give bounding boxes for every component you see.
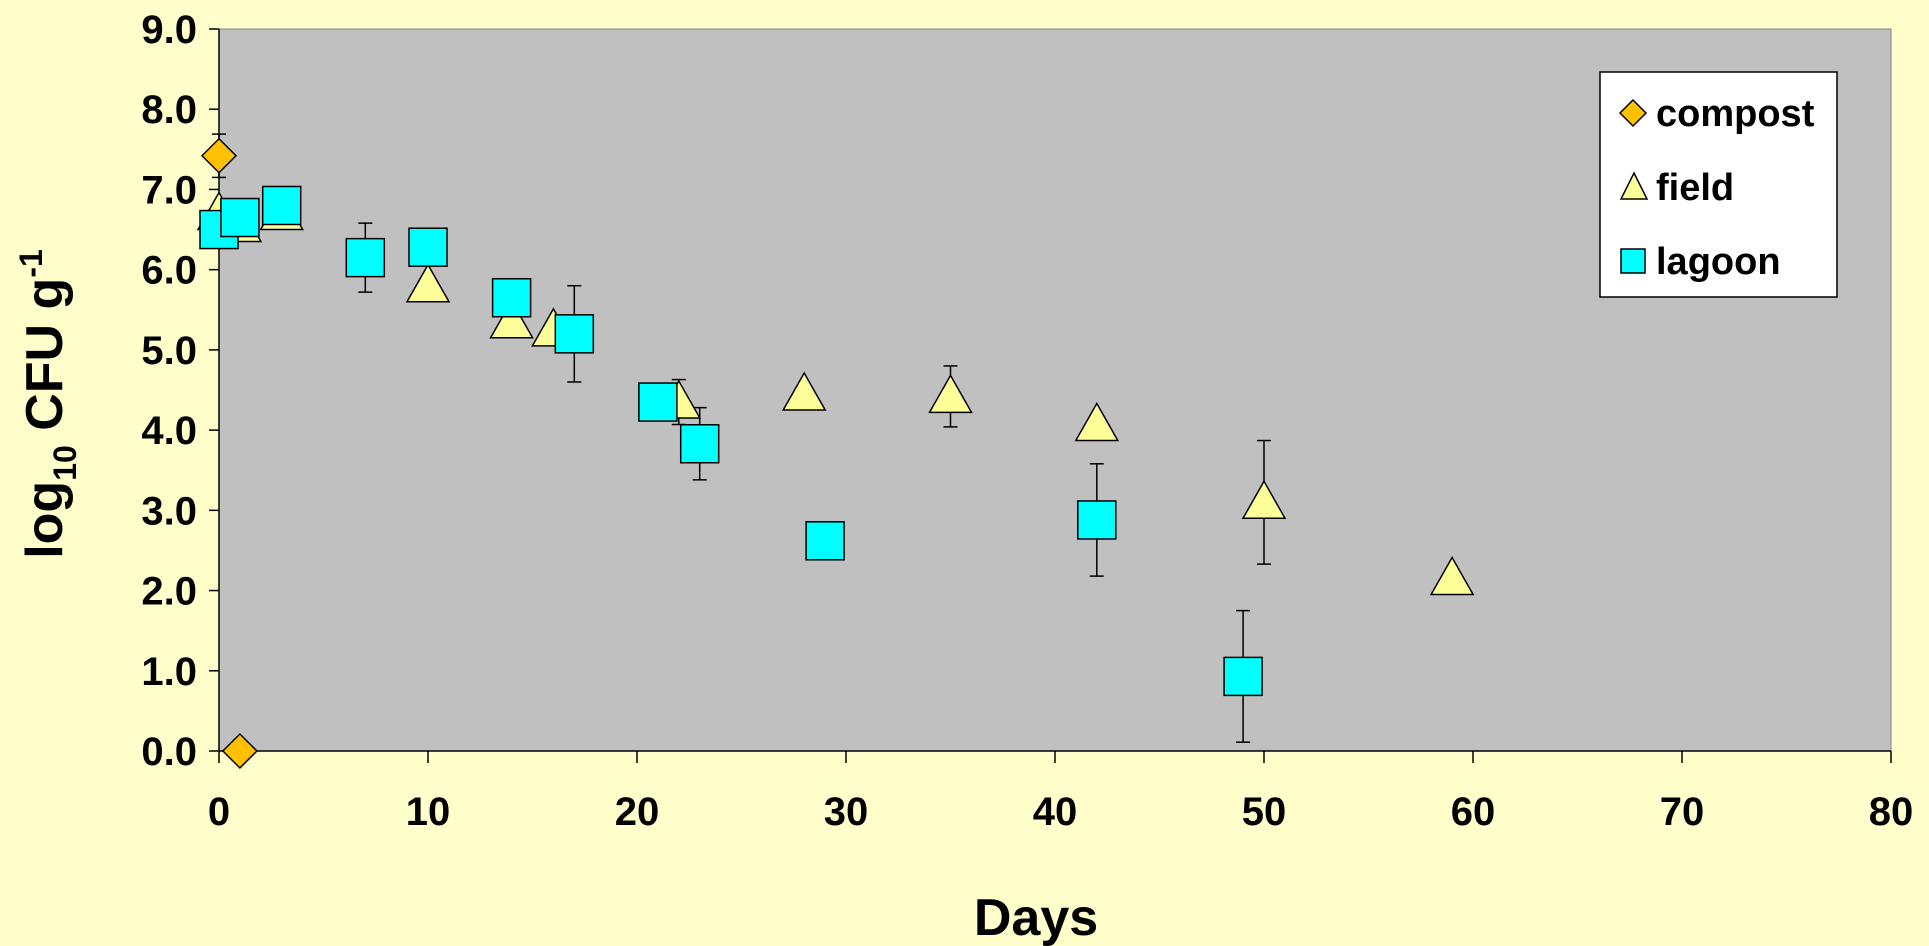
lagoon-point <box>220 197 260 238</box>
legend-lagoon-marker <box>1620 248 1646 274</box>
x-tick-label: 10 <box>406 790 451 834</box>
legend-field-label: field <box>1656 167 1734 209</box>
y-tick-label: 9.0 <box>141 8 197 52</box>
y-axis-title: log10 CFU g-1 <box>13 249 83 559</box>
field-point <box>928 373 973 414</box>
y-tick-label: 6.0 <box>141 249 197 293</box>
axes: 0.0 1.0 2.0 3.0 4.0 5.0 6.0 7.0 8.0 9.0 0 10 20 30 40 5… <box>141 8 1913 834</box>
y-tick-label: 1.0 <box>141 650 197 694</box>
x-tick-label: 0 <box>208 790 230 834</box>
y-tick-label: 2.0 <box>141 570 197 614</box>
lagoon-point <box>805 521 845 561</box>
lagoon-point <box>638 382 678 422</box>
field-point <box>1241 479 1287 520</box>
x-tick-label: 30 <box>824 790 869 834</box>
legend-field-marker <box>1619 171 1649 200</box>
compost-point <box>200 137 238 174</box>
y-axis-title-base: log <box>16 481 74 559</box>
y-axis-title-superscript: -1 <box>13 249 49 277</box>
x-axis-title: Days <box>974 889 1098 946</box>
field-point <box>489 299 534 339</box>
field-point <box>405 263 451 303</box>
y-tick-label: 3.0 <box>141 489 197 533</box>
compost-point <box>221 732 258 770</box>
legend-lagoon-label: lagoon <box>1656 241 1781 283</box>
lagoon-point <box>261 185 302 226</box>
lagoon-point <box>345 237 386 278</box>
markers <box>196 137 1475 770</box>
y-tick-label: 0.0 <box>141 730 197 774</box>
lagoon-point <box>1077 500 1117 540</box>
y-tick-label: 7.0 <box>141 168 197 212</box>
y-tick-label: 4.0 <box>141 409 197 453</box>
x-tick-label: 20 <box>615 790 660 834</box>
lagoon-point <box>408 227 448 267</box>
y-tick-label: 5.0 <box>141 329 197 373</box>
field-point <box>1074 401 1120 442</box>
y-tick-label: 8.0 <box>141 88 197 132</box>
lagoon-point <box>554 314 595 354</box>
legend-compost-label: compost <box>1656 93 1815 135</box>
y-axis-title-main: CFU g <box>16 278 74 446</box>
x-tick-label: 80 <box>1869 790 1914 834</box>
x-tick-label: 60 <box>1451 790 1496 834</box>
x-tick-label: 50 <box>1242 790 1287 834</box>
field-point <box>781 371 827 411</box>
legend-compost-marker <box>1618 98 1648 128</box>
lagoon-point <box>679 423 720 464</box>
lagoon-point <box>491 277 532 318</box>
x-tick-label: 40 <box>1033 790 1078 834</box>
field-point <box>1429 556 1475 596</box>
lagoon-point <box>1223 656 1263 697</box>
x-tick-label: 70 <box>1660 790 1705 834</box>
y-axis-title-subscript: 10 <box>47 445 83 481</box>
legend: compost field lagoon <box>1599 71 1838 298</box>
